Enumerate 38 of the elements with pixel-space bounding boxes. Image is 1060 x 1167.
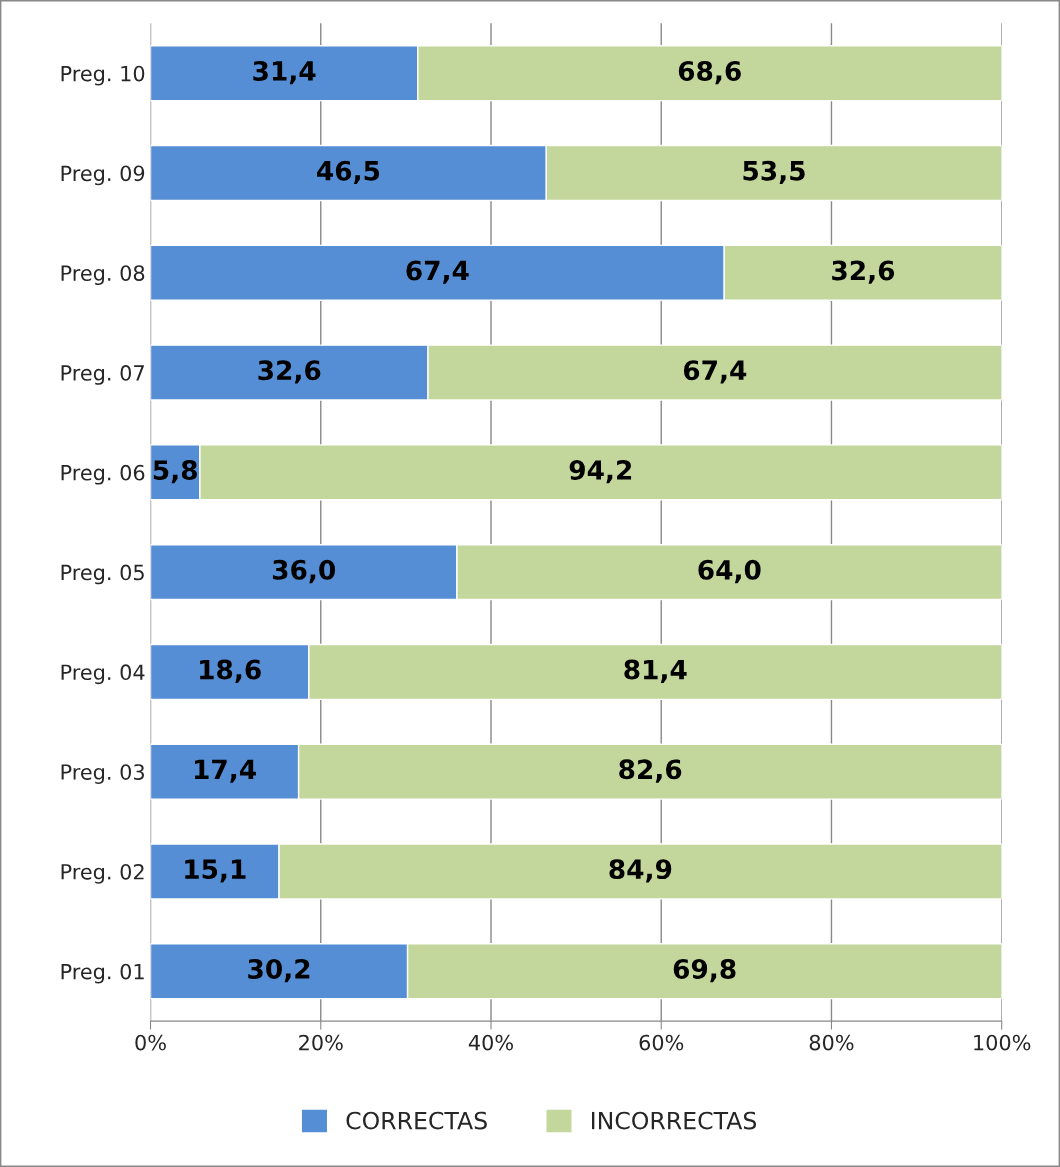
x-tick-label: 80% (809, 1034, 854, 1051)
data-label: 81,4 (624, 659, 687, 683)
data-label: 94,2 (569, 460, 632, 484)
legend-label: CORRECTAS (346, 1111, 487, 1130)
data-label: 82,6 (619, 759, 682, 783)
data-label: 53,5 (743, 160, 805, 185)
data-label: 64,0 (698, 559, 761, 584)
data-label: 69,8 (673, 958, 736, 983)
y-tick-label: Preg. 08 (61, 265, 145, 286)
data-label: 5,8 (153, 460, 197, 484)
y-tick-label: Preg. 09 (61, 165, 145, 186)
x-tick-label: 40% (468, 1034, 513, 1051)
x-tick-label: 20% (299, 1034, 343, 1051)
data-label: 36,0 (272, 559, 336, 584)
y-tick-label: Preg. 04 (61, 664, 145, 685)
y-tick-label: Preg. 02 (61, 863, 144, 884)
data-label: 30,2 (248, 958, 310, 983)
y-tick-label: Preg. 06 (61, 464, 145, 485)
y-tick-label: Preg. 10 (61, 65, 145, 86)
x-tick-label: 100% (974, 1034, 1031, 1051)
legend-label: INCORRECTAS (592, 1111, 757, 1130)
data-label: 31,4 (253, 60, 316, 85)
data-label: 15,1 (185, 859, 246, 883)
y-tick-label: Preg. 05 (61, 564, 144, 585)
data-label: 18,6 (200, 659, 261, 683)
data-label: 32,6 (832, 260, 895, 284)
data-label: 32,6 (258, 360, 321, 384)
data-label: 68,6 (678, 60, 741, 85)
data-label: 67,4 (406, 260, 469, 284)
data-label: 67,4 (683, 360, 747, 384)
y-tick-label: Preg. 07 (61, 365, 144, 385)
data-label: 17,4 (195, 759, 256, 783)
y-tick-label: Preg. 03 (61, 764, 144, 784)
y-tick-label: Preg. 01 (61, 963, 144, 984)
data-label: 46,5 (317, 160, 380, 185)
x-tick-label: 0% (135, 1034, 166, 1051)
x-tick-label: 60% (639, 1034, 684, 1051)
data-label: 84,9 (609, 859, 672, 883)
